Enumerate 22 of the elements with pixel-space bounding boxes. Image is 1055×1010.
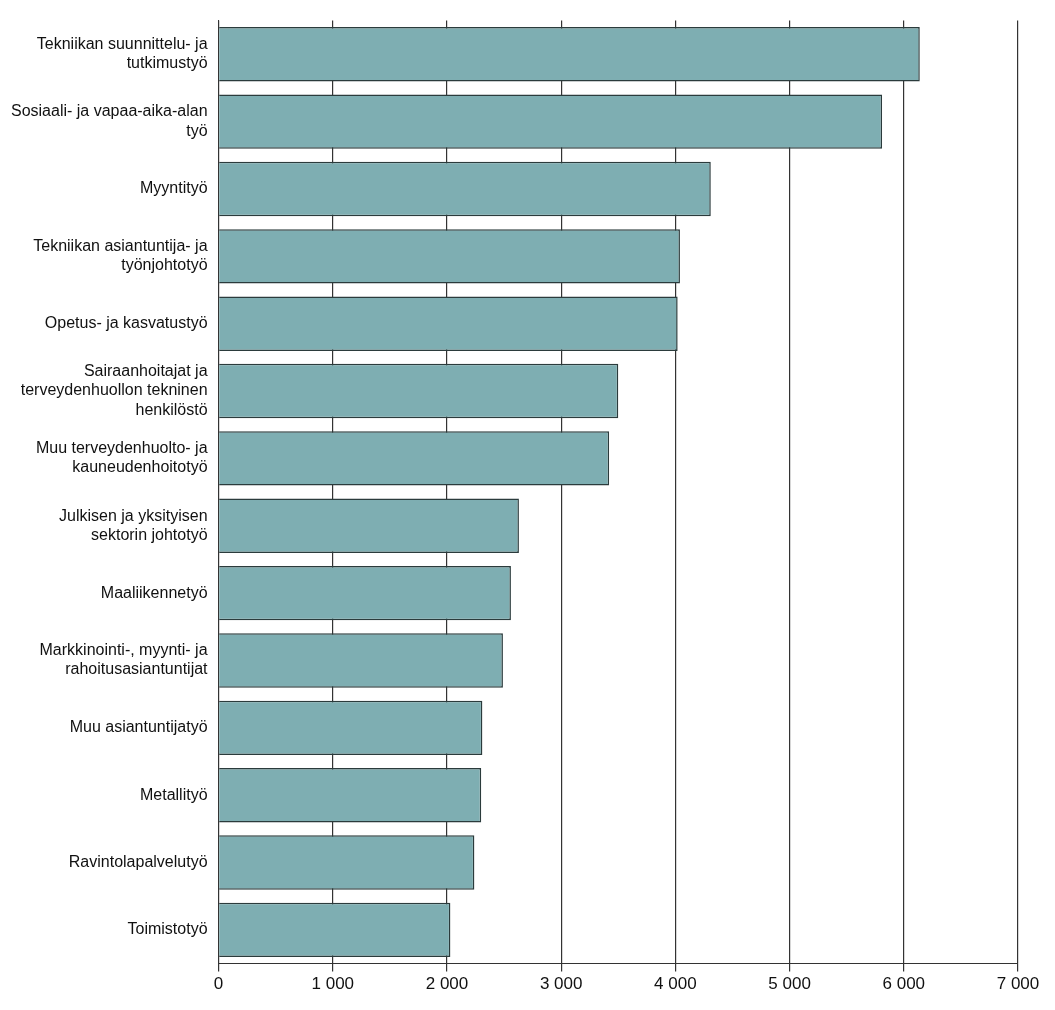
y-tick-label: Toimistotyö xyxy=(127,920,208,938)
y-tick-label: Opetus- ja kasvatustyö xyxy=(44,314,208,332)
y-tick-label: Metallityö xyxy=(139,785,208,803)
y-tick-label: Tekniikan asiantuntija- ja työnjohtotyö xyxy=(33,237,208,274)
y-tick-label: Myyntityö xyxy=(139,179,208,197)
x-tick-label: 1 000 xyxy=(311,974,355,994)
x-tick-label: 7 000 xyxy=(996,974,1040,994)
y-tick-label: Muu asiantuntijatyö xyxy=(69,718,208,736)
y-tick-label: Sairaanhoitajat ja terveydenhuollon tekninen henkilöstö xyxy=(20,362,208,418)
y-tick-label: Muu terveydenhuolto- ja kauneudenhoitotyö xyxy=(35,439,208,476)
x-tick-label: 4 000 xyxy=(654,974,697,994)
x-tick-label: 5 000 xyxy=(768,974,811,994)
y-tick-label: Julkisen ja yksityisen sektorin johtotyö xyxy=(59,506,208,543)
y-tick-label: Tekniikan suunnittelu- ja tutkimustyö xyxy=(36,35,208,72)
y-tick-label: Ravintolapalvelutyö xyxy=(68,852,208,870)
x-tick-label: 0 xyxy=(213,974,224,994)
x-tick-label: 3 000 xyxy=(539,974,583,994)
x-tick-label: 2 000 xyxy=(425,974,469,994)
x-tick-label: 6 000 xyxy=(882,974,926,994)
y-tick-label: Markkinointi-, myynti- ja rahoitusasiantuntijat xyxy=(39,641,209,678)
y-tick-label: Maaliikennetyö xyxy=(100,583,208,601)
y-tick-label: Sosiaali- ja vapaa-aika-alan työ xyxy=(10,102,208,139)
